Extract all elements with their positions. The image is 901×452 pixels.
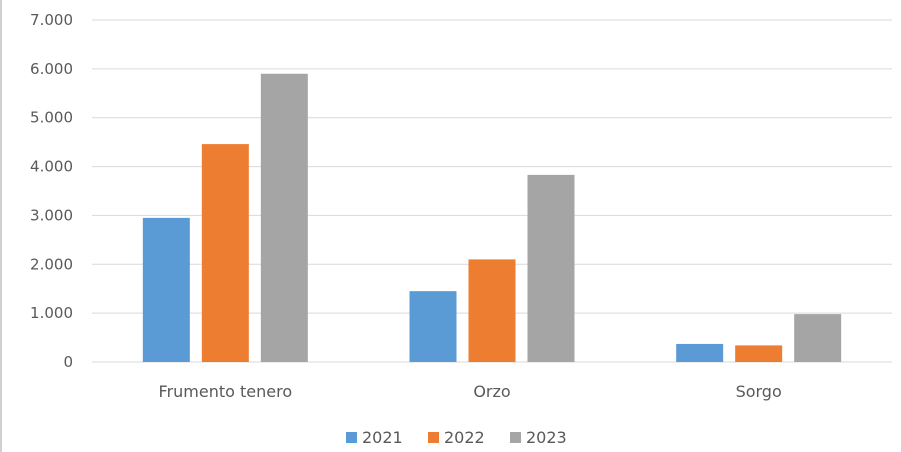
y-axis: 0 1.000 2.000 3.000 4.000 5.000 6.000 7.000: [30, 11, 73, 371]
bar-2022-sorgo: [735, 345, 783, 362]
legend: 2021 2022 2023: [346, 428, 567, 447]
bar-2023-orzo: [527, 174, 575, 362]
bar-2021-frumento-tenero: [142, 217, 190, 362]
x-category-label: Orzo: [473, 382, 510, 401]
x-axis: Frumento tenero Orzo Sorgo: [159, 382, 782, 401]
x-category-label: Sorgo: [736, 382, 782, 401]
bar-2021-sorgo: [676, 343, 724, 362]
y-tick-label: 0: [63, 353, 73, 371]
legend-label-2023: 2023: [526, 428, 567, 447]
x-category-label: Frumento tenero: [159, 382, 293, 401]
bars: [142, 73, 842, 362]
bar-2023-sorgo: [794, 314, 842, 362]
bar-2022-orzo: [468, 259, 516, 362]
legend-label-2022: 2022: [444, 428, 485, 447]
bar-2021-orzo: [409, 291, 457, 362]
legend-swatch-2022: [428, 432, 439, 443]
legend-label-2021: 2021: [362, 428, 403, 447]
legend-swatch-2023: [510, 432, 521, 443]
y-tick-label: 1.000: [30, 304, 73, 322]
bar-2023-frumento-tenero: [260, 73, 308, 362]
bar-2022-frumento-tenero: [201, 144, 249, 362]
y-tick-label: 5.000: [30, 109, 73, 127]
y-tick-label: 4.000: [30, 158, 73, 176]
y-tick-label: 2.000: [30, 255, 73, 273]
y-tick-label: 7.000: [30, 11, 73, 29]
y-tick-label: 3.000: [30, 206, 73, 224]
legend-swatch-2021: [346, 432, 357, 443]
y-tick-label: 6.000: [30, 60, 73, 78]
